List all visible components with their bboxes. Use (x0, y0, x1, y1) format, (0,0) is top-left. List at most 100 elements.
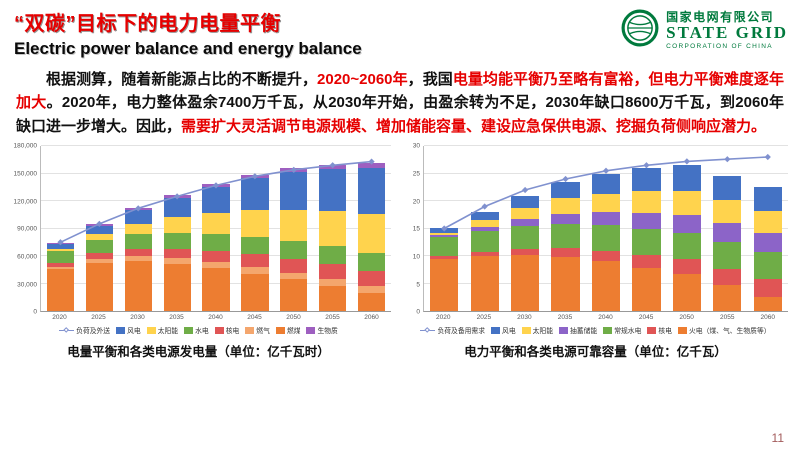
bar-segment (280, 172, 308, 210)
bar-segment (632, 267, 661, 312)
x-tick-label: 2060 (760, 314, 776, 322)
bar-segment (551, 256, 580, 312)
bar-segment (510, 207, 540, 219)
legend-item: 燃气 (245, 325, 270, 335)
bar-segment (85, 258, 113, 263)
bar-segment (510, 225, 540, 250)
bar-segment (753, 187, 782, 211)
legend-label: 核电 (658, 328, 672, 336)
y-tick-label: 15 (412, 225, 420, 233)
y-tick-label: 10 (412, 253, 420, 261)
stacked-bar (46, 146, 75, 312)
legend-label: 生物质 (317, 328, 338, 336)
bar-segment (280, 279, 308, 312)
bar-segment (470, 252, 499, 257)
legend-item: 核电 (214, 325, 239, 335)
x-tick-label: 2035 (557, 314, 573, 322)
bar-segment (470, 212, 499, 221)
legend-label: 负荷及备用需求 (437, 328, 486, 336)
paragraph-segment: 。2020年，电力整体盈余7400万千瓦，从2030年开始，由盈余转为不足，20… (16, 94, 784, 135)
x-tick-label: 2020 (52, 314, 67, 322)
bar-segment (319, 264, 347, 280)
bar-segment (85, 239, 113, 254)
bar-column (424, 146, 464, 312)
y-tick-label: 150,000 (13, 170, 38, 178)
x-tick-label: 2040 (208, 314, 223, 322)
bar-segment (202, 262, 230, 269)
stacked-bar (591, 146, 621, 312)
bar-segment (632, 168, 661, 192)
bar-column (119, 146, 158, 312)
bar-segment (430, 237, 459, 257)
bar-segment (753, 279, 782, 297)
bar-segment (85, 262, 113, 312)
bar-segment (46, 266, 75, 270)
y-tick-label: 25 (412, 170, 420, 178)
plot-area (423, 145, 788, 313)
legend-swatch-icon (491, 326, 501, 334)
plot-area (40, 145, 391, 313)
bar-segment (319, 211, 347, 247)
bar-segment (510, 255, 540, 312)
y-tick-label: 30,000 (17, 281, 37, 289)
x-tick-label: 2050 (679, 314, 694, 322)
bar-column (626, 146, 666, 312)
bar-segment (551, 223, 580, 249)
legend-label: 水电 (195, 328, 209, 336)
paragraph-segment-highlight: 2020~2060年 (317, 71, 408, 88)
x-axis: 2020 2025 2030 2035 2040 2045 2050 2055 2060 (423, 312, 788, 321)
bar-segment (124, 209, 152, 224)
bar-column (80, 146, 119, 312)
legend-label: 燃气 (256, 328, 270, 336)
legend-item: 生物质 (306, 325, 338, 336)
bar-segment (632, 213, 661, 229)
bar-column (667, 146, 707, 312)
energy-balance-chart: 0 30,000 60,000 90,000 120,000 150,000 180,000… (6, 143, 391, 360)
bar-segment (430, 232, 459, 236)
stacked-bar (280, 146, 308, 312)
bar-segment (163, 217, 191, 233)
bar-segment (46, 269, 75, 312)
bar-segment (430, 258, 459, 312)
y-axis: 0 5 10 15 20 25 30 (403, 143, 423, 316)
legend-swatch-icon (184, 326, 194, 334)
logo-company-name: 国家电网有限公司 (666, 9, 775, 24)
bar-segment (46, 248, 75, 251)
legend-label: 燃煤 (286, 328, 301, 336)
legend-label: 常规水电 (614, 328, 642, 336)
stacked-bar (163, 146, 191, 312)
legend-item: 太阳能 (146, 325, 178, 335)
bar-segment (46, 250, 75, 264)
bar-segment (713, 175, 742, 201)
bar-segment (357, 270, 386, 287)
legend-item: 核电 (647, 325, 672, 335)
x-tick-label: 2030 (517, 314, 532, 322)
bar-segment (591, 250, 621, 262)
bar-column (313, 146, 352, 312)
bar-segment (163, 198, 191, 218)
legend-label: 负荷及外送 (76, 328, 111, 336)
bar-segment (510, 249, 540, 256)
stacked-bar (753, 146, 782, 312)
bar-segment (713, 200, 742, 224)
bar-segment (510, 218, 540, 226)
bar-segment (470, 231, 499, 253)
bar-segment (591, 193, 621, 213)
bar-segment (85, 225, 113, 235)
bar-segment (163, 263, 191, 312)
logo-text: 国家电网有限公司 STATE GRID CORPORATION OF CHINA (666, 9, 788, 50)
legend-swatch-icon (214, 326, 224, 334)
y-axis: 0 30,000 60,000 90,000 120,000 150,000 180,000 (6, 143, 40, 316)
x-tick-label: 2035 (169, 314, 184, 322)
bar-segment (319, 279, 347, 286)
state-grid-logo: 国家电网有限公司 STATE GRID CORPORATION OF CHINA (621, 9, 788, 52)
bar-segment (672, 273, 701, 312)
x-tick-label: 2020 (436, 314, 451, 322)
stacked-bar (551, 146, 580, 312)
bar-segment (280, 272, 308, 280)
bar-segment (632, 228, 661, 256)
bar-segment (672, 259, 701, 274)
legend-item: 抽蓄储能 (559, 325, 597, 335)
stacked-bar (319, 146, 347, 312)
